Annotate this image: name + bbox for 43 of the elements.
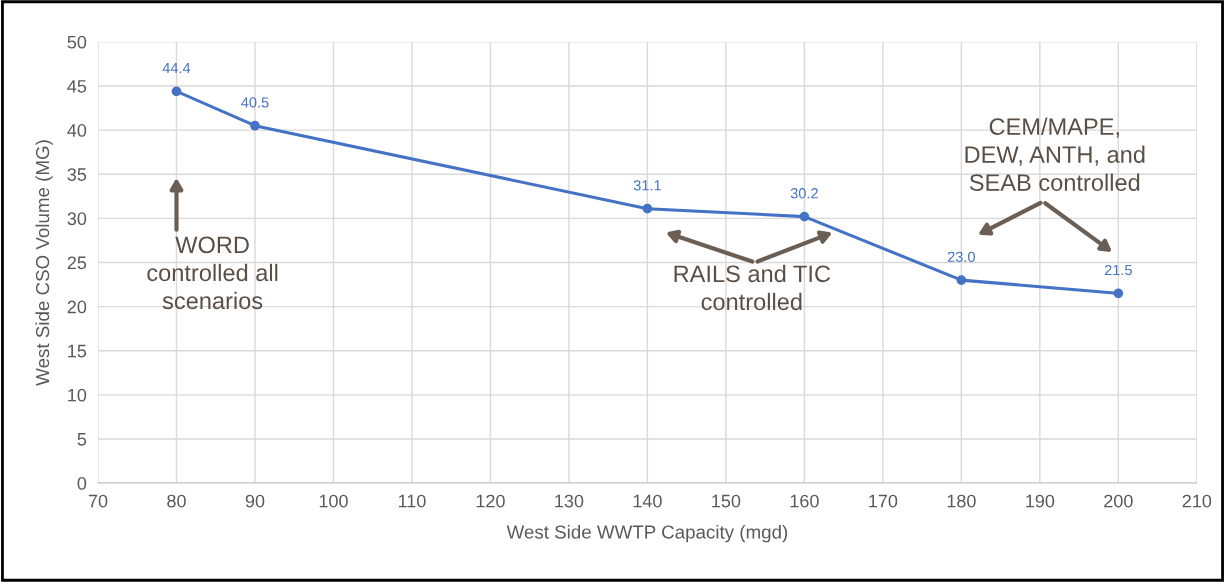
data-label: 31.1 — [633, 180, 661, 191]
point — [171, 86, 182, 97]
x-tick-label: 200 — [1104, 494, 1133, 508]
x-tick-label: 70 — [88, 494, 108, 508]
data-label: 40.5 — [241, 97, 269, 108]
x-tick-label: 150 — [712, 494, 741, 508]
y-tick-label: 5 — [77, 433, 87, 446]
x-axis-title: West Side WWTP Capacity (mgd) — [506, 524, 788, 543]
x-tick-label: 130 — [555, 494, 584, 508]
y-tick-label: 25 — [67, 256, 87, 270]
point — [799, 211, 810, 222]
x-tick-label: 210 — [1182, 494, 1212, 508]
x-tick-label: 170 — [869, 494, 898, 508]
x-tick-label: 160 — [790, 494, 819, 508]
annotation: CEM/MAPE, DEW, ANTH, and SEAB controlled — [965, 117, 1145, 191]
x-tick-label: 120 — [476, 494, 505, 508]
data-label: 23.0 — [947, 251, 975, 262]
point — [1113, 288, 1124, 299]
y-tick-label: 20 — [67, 300, 87, 314]
x-tick-label: 80 — [167, 494, 186, 508]
annotation: WORD controlled all scenarios — [147, 236, 278, 310]
x-tick-label: 140 — [633, 494, 662, 508]
x-tick-label: 90 — [245, 494, 265, 508]
y-tick-label: 10 — [68, 388, 87, 402]
y-tick-label: 0 — [77, 476, 87, 490]
x-tick-label: 110 — [398, 494, 426, 508]
annotation: RAILS and TIC controlled — [674, 264, 831, 311]
y-tick-label: 40 — [67, 124, 87, 137]
y-tick-label: 50 — [67, 35, 87, 49]
point — [642, 203, 653, 214]
point — [956, 275, 967, 285]
y-axis-title: West Side CSO Volume (MG) — [35, 140, 53, 386]
x-tick-label: 100 — [319, 494, 348, 508]
x-tick-label: 190 — [1026, 494, 1055, 508]
y-tick-label: 45 — [67, 80, 87, 93]
x-tick-label: 180 — [947, 494, 976, 508]
data-label: 44.4 — [162, 62, 191, 74]
y-tick-label: 30 — [67, 212, 87, 226]
y-tick-label: 35 — [67, 168, 87, 181]
data-label: 21.5 — [1104, 264, 1132, 276]
point — [250, 120, 260, 131]
data-label: 30.2 — [790, 188, 818, 199]
y-tick-label: 15 — [68, 344, 87, 358]
